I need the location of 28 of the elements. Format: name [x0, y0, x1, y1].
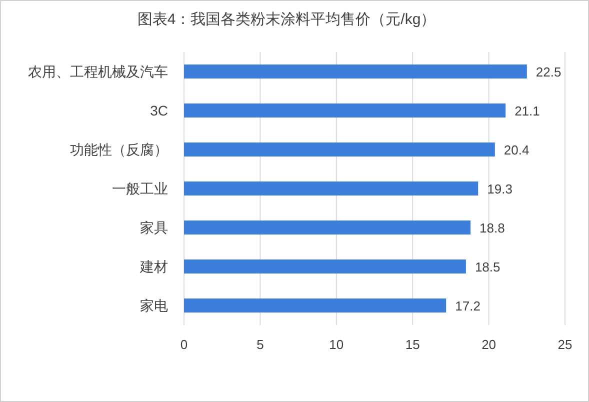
y-tick-label: 家电	[140, 298, 168, 314]
bar	[184, 64, 527, 79]
bar	[184, 142, 495, 157]
x-tick-label: 15	[405, 337, 420, 352]
data-label: 19.3	[487, 182, 512, 196]
bar	[184, 259, 466, 274]
y-tick-label: 功能性（反腐）	[70, 142, 168, 158]
data-label: 18.8	[480, 220, 505, 236]
x-tick-label: 0	[180, 337, 188, 352]
y-tick-label: 家具	[140, 220, 168, 236]
x-tick-label: 25	[558, 337, 572, 352]
y-tick-label: 3C	[150, 102, 168, 118]
x-tick-label: 20	[482, 337, 496, 352]
y-tick-label: 建材	[139, 258, 168, 274]
data-label: 20.4	[504, 142, 530, 158]
data-label: 17.2	[455, 298, 480, 314]
chart-title: 图表4：我国各类粉末涂料平均售价（元/kg）	[137, 11, 436, 28]
x-tick-label: 5	[256, 337, 264, 352]
x-tick-label: 10	[329, 337, 344, 352]
bar	[184, 181, 478, 196]
data-label: 22.5	[536, 64, 562, 80]
bar	[184, 220, 471, 235]
y-tick-label: 农用、工程机械及汽车	[28, 64, 168, 80]
data-label: 18.5	[474, 260, 500, 274]
y-tick-label: 一般工业	[112, 180, 168, 196]
bar	[184, 103, 506, 118]
data-label: 21.1	[514, 104, 540, 118]
bar	[184, 298, 446, 313]
